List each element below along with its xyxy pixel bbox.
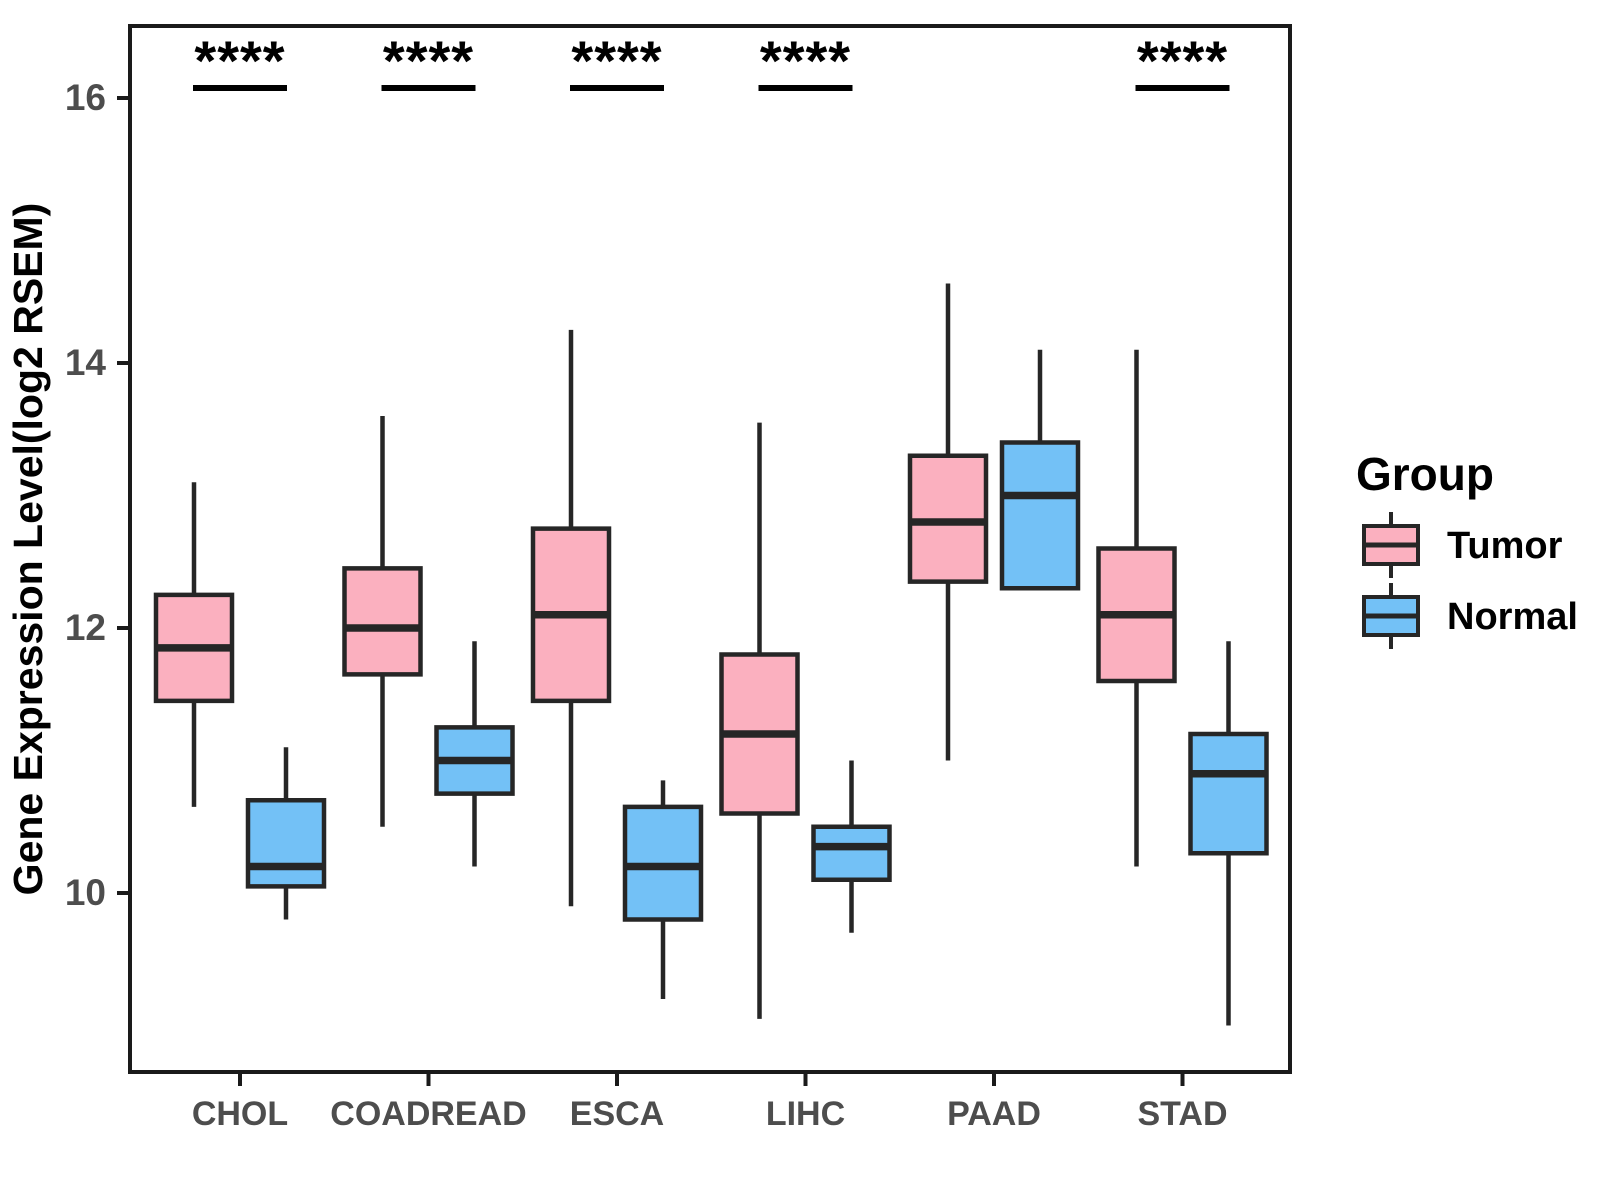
box-group-normal-PAAD	[999, 349, 1081, 591]
legend-title: Group	[1356, 448, 1494, 500]
x-axis-tick-label: ESCA	[570, 1095, 664, 1133]
legend: Group Tumor Normal	[1356, 448, 1578, 649]
significance-stars-esca: ****	[571, 29, 662, 92]
iqr-box	[999, 440, 1081, 591]
significance-stars-lihc: ****	[760, 29, 851, 92]
iqr-box	[1188, 731, 1269, 856]
significance-stars-stad: ****	[1137, 29, 1228, 92]
box-group-normal-LIHC	[811, 760, 892, 933]
iqr-box	[811, 824, 892, 882]
significance-stars-coadread: ****	[383, 29, 474, 92]
box-group-tumor-COADREAD	[342, 416, 423, 827]
x-axis-tick-label: CHOL	[192, 1095, 288, 1133]
box-group-tumor-CHOL	[153, 482, 235, 807]
box-group-tumor-ESCA	[530, 329, 612, 907]
box-group-normal-STAD	[1188, 641, 1269, 1026]
box-group-normal-CHOL	[245, 747, 327, 920]
y-axis-tick-label: 12	[65, 607, 106, 648]
x-axis-tick-label: STAD	[1137, 1095, 1227, 1133]
significance-stars-chol: ****	[194, 29, 285, 92]
legend-label-tumor: Tumor	[1447, 525, 1563, 567]
y-axis-tick-label: 10	[65, 872, 106, 913]
box-group-tumor-STAD	[1096, 349, 1177, 867]
legend-label-normal: Normal	[1447, 596, 1578, 638]
iqr-box	[342, 566, 423, 677]
x-axis-tick-label: PAAD	[947, 1095, 1041, 1133]
legend-key-tumor: Tumor	[1362, 512, 1563, 578]
box-group-normal-ESCA	[622, 780, 704, 999]
box-group-tumor-PAAD	[907, 283, 989, 761]
box-group-normal-COADREAD	[434, 641, 515, 867]
legend-key-normal: Normal	[1362, 583, 1578, 649]
y-axis-title: Gene Expression Level(log2 RSEM)	[5, 203, 51, 896]
x-axis-tick-label: LIHC	[766, 1095, 845, 1133]
x-axis-tick-label: COADREAD	[330, 1095, 526, 1133]
box-group-tumor-LIHC	[719, 422, 800, 1019]
y-axis-tick-label: 14	[65, 342, 107, 383]
iqr-box	[245, 798, 327, 889]
y-axis-tick-label: 16	[65, 77, 106, 118]
